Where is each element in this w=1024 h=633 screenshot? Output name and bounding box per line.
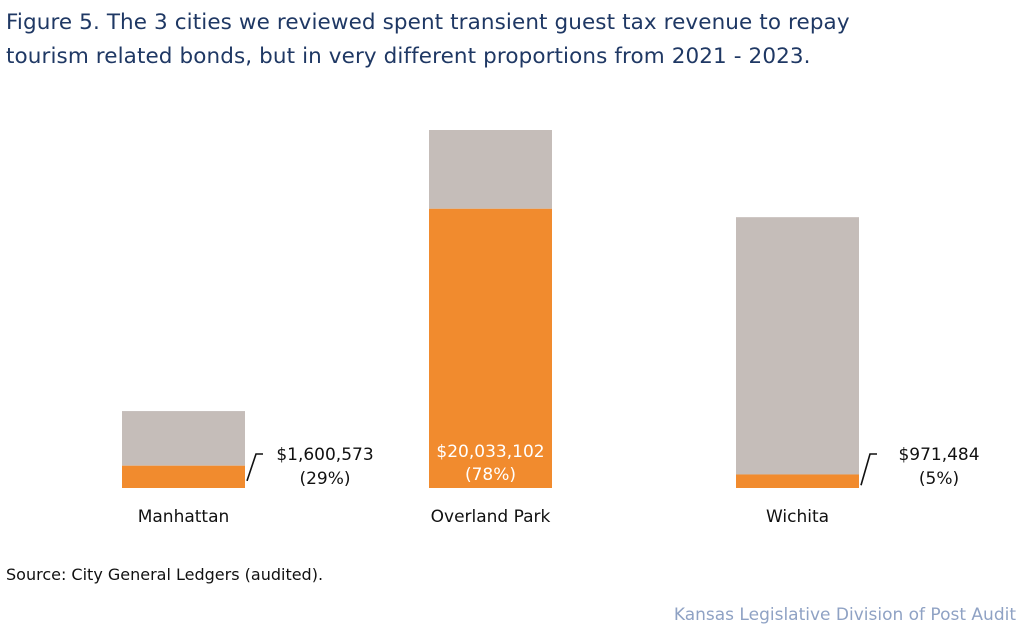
category-label-manhattan: Manhattan (138, 507, 230, 527)
category-label-overland-park: Overland Park (431, 507, 551, 527)
bar-bonds-overland-park (429, 208, 552, 488)
data-label-percent-overland-park: (78%) (465, 465, 516, 485)
chart-title: Figure 5. The 3 cities we reviewed spent… (6, 6, 1016, 74)
source-note: Source: City General Ledgers (audited). (6, 565, 324, 584)
title-line-2: tourism related bonds, but in very diffe… (6, 44, 811, 69)
bar-other-overland-park (429, 130, 552, 209)
data-label-amount-overland-park: $20,033,102 (436, 442, 544, 462)
data-label-amount-wichita: $971,484 (898, 445, 979, 465)
leader-line-manhattan (246, 453, 263, 482)
bar-bonds-manhattan (122, 465, 245, 488)
category-label-wichita: Wichita (766, 507, 829, 527)
bar-other-manhattan (122, 411, 245, 466)
bar-bonds-wichita (736, 474, 859, 488)
data-label-percent-manhattan: (29%) (299, 469, 350, 489)
data-label-percent-wichita: (5%) (919, 469, 959, 489)
leader-line-wichita (860, 453, 877, 486)
title-line-1: Figure 5. The 3 cities we reviewed spent… (6, 10, 850, 35)
agency-credit: Kansas Legislative Division of Post Audi… (673, 605, 1016, 625)
data-label-amount-manhattan: $1,600,573 (276, 445, 373, 465)
bar-other-wichita (736, 217, 859, 475)
